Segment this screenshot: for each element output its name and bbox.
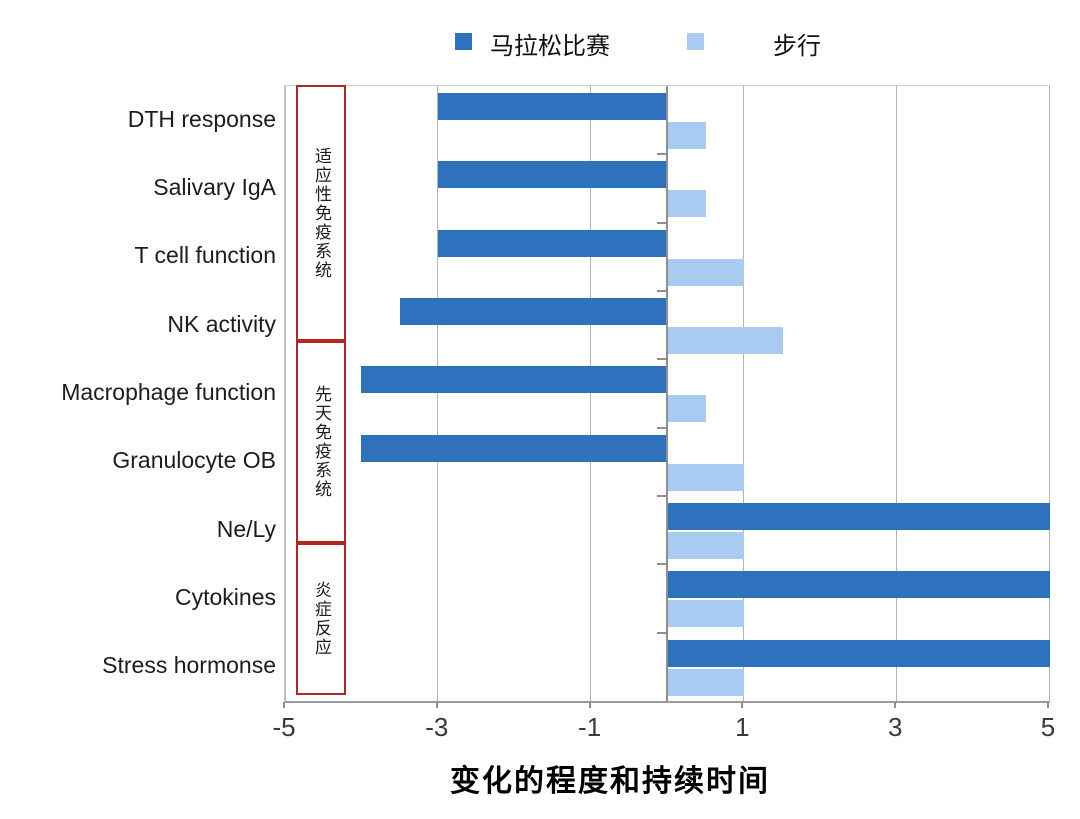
x-tick-label: -1: [578, 712, 602, 742]
category-label: Cytokines: [175, 583, 276, 610]
x-tick-label: 1: [735, 712, 750, 742]
category-label: Ne/Ly: [216, 515, 276, 542]
category-axis-tick: [657, 358, 666, 361]
gridline: [590, 86, 592, 701]
category-axis-line: [666, 86, 668, 701]
bar-marathon: [437, 161, 666, 189]
bar-walking: [668, 395, 707, 423]
x-axis-title: 变化的程度和持续时间: [450, 765, 770, 798]
bar-marathon: [437, 93, 666, 120]
category-axis-tick: [657, 221, 666, 224]
category-axis-tick: [657, 290, 666, 292]
category-label: Stress hormonse: [102, 652, 276, 679]
legend-swatch-walking: [687, 33, 704, 50]
bar-walking: [668, 327, 783, 354]
category-axis-tick: [657, 153, 666, 156]
bar-walking: [668, 190, 707, 218]
gridline: [895, 86, 897, 701]
category-axis-tick: [657, 495, 666, 497]
gridline: [284, 86, 286, 701]
x-tick-label: -3: [425, 712, 449, 742]
category-axis-tick: [657, 426, 666, 429]
bar-walking: [668, 532, 745, 559]
bar-marathon: [668, 503, 1050, 530]
gridline: [742, 86, 744, 701]
bar-walking: [668, 600, 745, 628]
legend-swatch-marathon: [455, 33, 472, 50]
bar-marathon: [437, 229, 666, 257]
x-axis-tick-mark: [1047, 702, 1049, 708]
category-axis-tick: [657, 563, 666, 566]
group-label: 炎症反应: [312, 581, 331, 657]
bar-walking: [668, 463, 745, 491]
group-box: 先天免疫系统: [296, 341, 346, 543]
category-axis-tick: [657, 631, 666, 634]
x-tick-label: -5: [272, 712, 296, 742]
category-label: Granulocyte OB: [112, 447, 276, 474]
gridline: [437, 86, 439, 701]
bar-walking: [668, 668, 745, 696]
group-box: 炎症反应: [296, 543, 346, 695]
bar-walking: [668, 122, 707, 149]
bar-marathon: [668, 571, 1050, 599]
x-axis-tick-mark: [283, 702, 285, 708]
category-label: Macrophage function: [61, 378, 276, 405]
x-axis-tick-mark: [894, 702, 897, 708]
x-tick-label: 3: [887, 712, 903, 742]
legend-label-marathon: 马拉松比赛: [490, 33, 610, 60]
group-box: 适应性免疫系统: [296, 85, 346, 341]
x-tick-label: 5: [1040, 712, 1056, 742]
bar-marathon: [361, 434, 666, 462]
plot-area: [284, 85, 1050, 703]
gridline: [1048, 86, 1050, 701]
x-axis-tick-mark: [435, 702, 438, 708]
category-label: NK activity: [167, 310, 276, 337]
group-label: 适应性免疫系统: [312, 146, 331, 280]
category-label: T cell function: [134, 242, 276, 269]
group-label: 先天免疫系统: [312, 385, 331, 499]
bar-marathon: [399, 298, 666, 325]
x-axis-tick-mark: [588, 702, 591, 708]
category-label: Salivary IgA: [153, 173, 276, 200]
bar-walking: [668, 258, 745, 286]
bar-marathon: [668, 639, 1050, 667]
category-label: DTH response: [127, 105, 276, 132]
bar-marathon: [361, 366, 666, 394]
x-axis-tick-mark: [741, 702, 744, 708]
legend-label-walking: 步行: [773, 33, 821, 60]
